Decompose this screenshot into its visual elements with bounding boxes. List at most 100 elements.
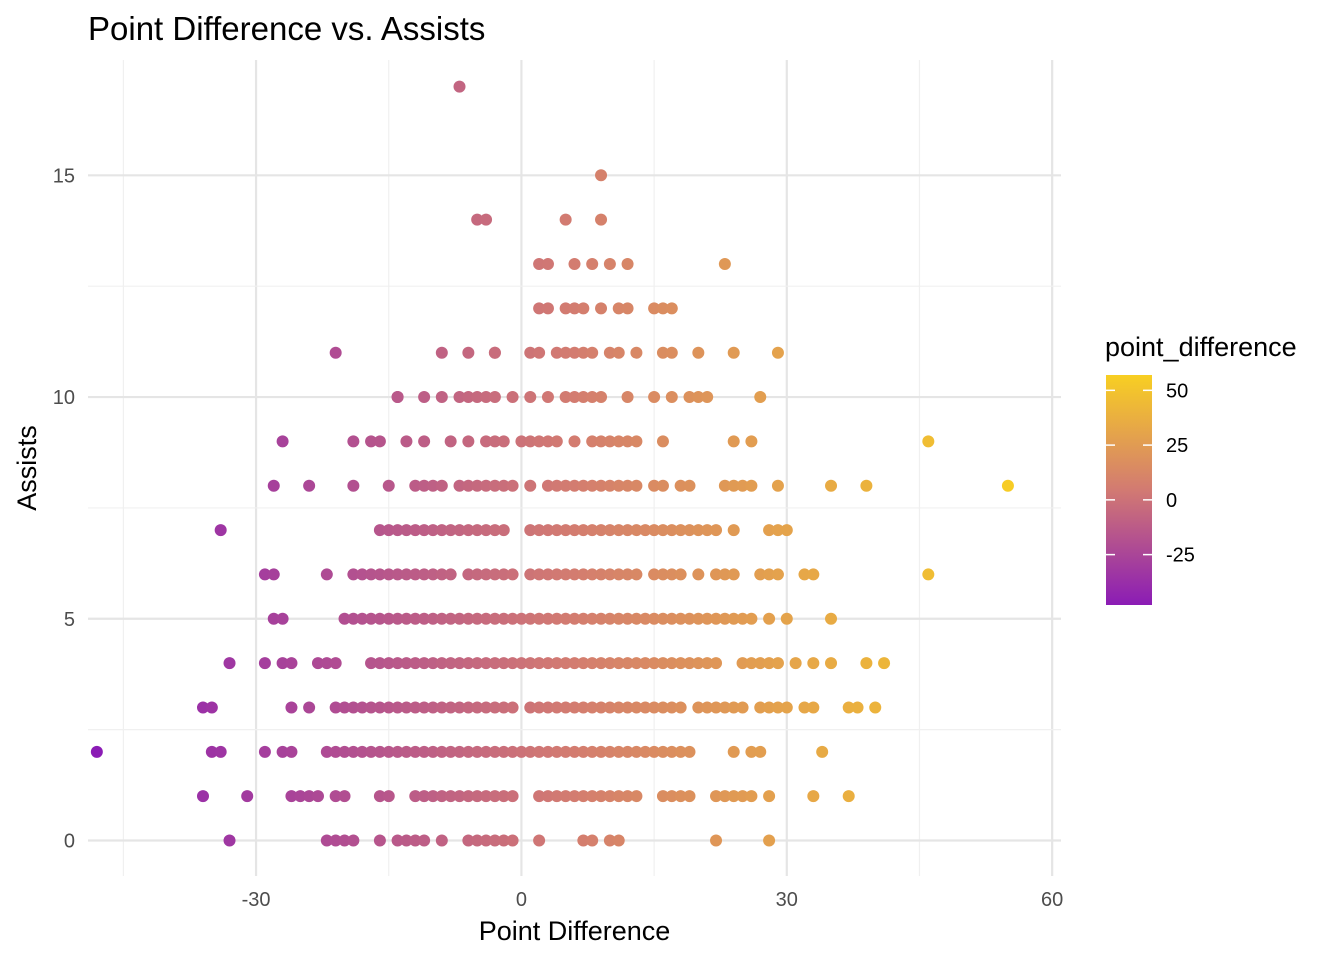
data-point bbox=[595, 612, 608, 625]
data-point bbox=[267, 479, 280, 492]
data-point bbox=[462, 435, 475, 448]
data-point bbox=[621, 258, 634, 270]
data-point bbox=[718, 568, 731, 581]
data-point bbox=[533, 657, 546, 670]
data-point bbox=[453, 790, 466, 803]
data-point bbox=[718, 479, 731, 492]
data-point bbox=[506, 657, 519, 670]
data-point bbox=[577, 657, 590, 670]
data-point bbox=[648, 391, 661, 404]
data-point bbox=[568, 346, 581, 359]
data-point bbox=[488, 790, 501, 803]
data-point bbox=[710, 568, 723, 581]
data-point bbox=[480, 834, 493, 847]
data-point bbox=[409, 701, 422, 714]
data-point bbox=[497, 612, 510, 625]
data-point bbox=[320, 745, 333, 758]
data-point bbox=[710, 790, 723, 803]
data-point bbox=[524, 435, 537, 448]
data-point bbox=[435, 612, 448, 625]
data-point bbox=[648, 302, 661, 315]
data-point bbox=[329, 745, 342, 758]
data-point bbox=[435, 745, 448, 758]
data-point bbox=[665, 524, 678, 537]
data-point bbox=[621, 391, 634, 404]
data-point bbox=[683, 391, 696, 404]
data-point bbox=[400, 612, 413, 625]
data-point bbox=[807, 701, 820, 714]
data-point bbox=[683, 657, 696, 670]
data-point bbox=[435, 790, 448, 803]
data-point bbox=[612, 524, 625, 537]
data-point bbox=[444, 568, 457, 581]
data-point bbox=[524, 479, 537, 492]
data-point bbox=[515, 657, 528, 670]
data-point bbox=[533, 790, 546, 803]
data-point bbox=[559, 745, 572, 758]
data-point bbox=[586, 524, 599, 537]
data-point bbox=[550, 479, 563, 492]
data-point bbox=[763, 524, 776, 537]
data-point bbox=[480, 701, 493, 714]
data-point bbox=[471, 391, 484, 404]
data-point bbox=[568, 790, 581, 803]
data-point bbox=[612, 302, 625, 315]
data-point bbox=[373, 612, 386, 625]
data-point bbox=[568, 391, 581, 404]
data-point bbox=[409, 524, 422, 537]
data-point bbox=[497, 745, 510, 758]
data-point bbox=[559, 524, 572, 537]
data-point bbox=[586, 479, 599, 492]
data-point bbox=[497, 657, 510, 670]
data-point bbox=[656, 435, 669, 448]
data-point bbox=[453, 479, 466, 492]
data-point bbox=[497, 479, 510, 492]
data-point bbox=[727, 479, 740, 492]
data-point bbox=[320, 657, 333, 670]
data-point bbox=[639, 701, 652, 714]
data-point bbox=[541, 568, 554, 581]
data-point bbox=[825, 479, 838, 492]
data-point bbox=[444, 524, 457, 537]
data-point bbox=[550, 657, 563, 670]
data-point bbox=[541, 657, 554, 670]
data-point bbox=[683, 612, 696, 625]
data-point bbox=[267, 612, 280, 625]
data-point bbox=[656, 701, 669, 714]
x-tick-label: 60 bbox=[1041, 889, 1063, 911]
data-point bbox=[692, 612, 705, 625]
data-point bbox=[656, 612, 669, 625]
data-point bbox=[365, 568, 378, 581]
y-tick-label: 15 bbox=[53, 165, 75, 187]
grid bbox=[88, 60, 1061, 876]
data-point bbox=[196, 790, 209, 803]
data-point bbox=[533, 524, 546, 537]
data-point bbox=[506, 612, 519, 625]
data-point bbox=[488, 568, 501, 581]
data-point bbox=[524, 657, 537, 670]
data-point bbox=[356, 612, 369, 625]
data-point bbox=[603, 612, 616, 625]
data-point bbox=[577, 834, 590, 847]
data-point bbox=[524, 701, 537, 714]
data-point bbox=[656, 657, 669, 670]
data-point bbox=[727, 346, 740, 359]
data-point bbox=[418, 568, 431, 581]
data-point bbox=[656, 568, 669, 581]
data-point bbox=[488, 435, 501, 448]
data-point bbox=[568, 435, 581, 448]
data-point bbox=[506, 479, 519, 492]
data-point bbox=[789, 657, 802, 670]
data-point bbox=[559, 612, 572, 625]
data-point bbox=[621, 479, 634, 492]
data-point bbox=[506, 701, 519, 714]
x-tick-label: 30 bbox=[776, 889, 798, 911]
legend-tick-label: -25 bbox=[1166, 545, 1195, 567]
data-point bbox=[736, 612, 749, 625]
data-point bbox=[674, 479, 687, 492]
data-point bbox=[382, 479, 395, 492]
data-point bbox=[488, 745, 501, 758]
data-point bbox=[612, 346, 625, 359]
data-point bbox=[701, 657, 714, 670]
